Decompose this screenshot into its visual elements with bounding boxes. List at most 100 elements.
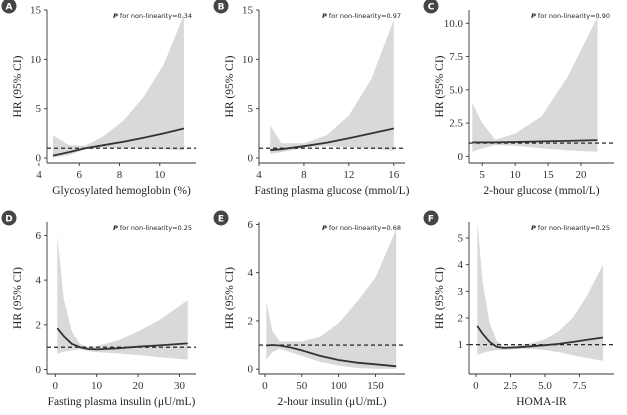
x-tick-label: 10 xyxy=(510,169,522,181)
p-value-text: for non-linearity=0.97 xyxy=(327,12,401,20)
y-tick-label: 6 xyxy=(248,219,254,231)
y-axis-label: HR (95% CI) xyxy=(12,55,24,117)
x-axis-label: Fasting plasma glucose (mmol/L) xyxy=(255,185,410,197)
y-tick-label: 5 xyxy=(36,103,42,115)
y-tick-label: 2 xyxy=(458,313,464,325)
y-tick-label: 5 xyxy=(458,233,464,245)
x-tick-label: 7.5 xyxy=(573,380,587,392)
p-symbol: P xyxy=(322,12,327,20)
hazard-ratio-curve xyxy=(52,127,185,157)
x-tick-label: 10 xyxy=(154,169,166,181)
y-tick-label: 2 xyxy=(248,315,254,327)
y-tick-label: 3 xyxy=(458,286,464,298)
panel-badge xyxy=(1,0,17,14)
y-tick-label: 4 xyxy=(458,259,464,271)
y-tick-label: 15 xyxy=(30,5,42,17)
x-axis-label: 2-hour glucose (mmol/L) xyxy=(483,185,599,197)
confidence-band xyxy=(57,235,188,360)
y-tick-label: 6 xyxy=(36,230,42,242)
y-tick-label: 2 xyxy=(36,319,42,331)
x-tick-label: 8 xyxy=(301,169,307,181)
panel-badge xyxy=(423,210,439,226)
p-symbol: P xyxy=(531,12,536,20)
y-tick-label: 7.5 xyxy=(449,51,463,63)
panel-f: 1 2 3 4 5 0 2.5 5.0 7.5 HOMA-IR HR (95% CI) P for n… xyxy=(423,210,614,408)
panel-letter: F xyxy=(428,214,434,224)
x-axis-label: Glycosylated hemoglobin (%) xyxy=(52,185,191,197)
panel-letter: A xyxy=(6,2,13,12)
x-axis-label: Fasting plasma insulin (μU/mL) xyxy=(48,396,196,408)
y-tick-label: 4 xyxy=(248,267,254,279)
p-symbol: P xyxy=(113,224,118,232)
y-tick-label: 10 xyxy=(30,54,42,66)
x-tick-label: 30 xyxy=(174,380,186,392)
panel-badge xyxy=(423,0,439,14)
y-axis-label: HR (95% CI) xyxy=(224,55,236,117)
x-tick-label: 20 xyxy=(576,169,588,181)
x-tick-label: 2.5 xyxy=(504,380,518,392)
nonlinearity-annotation: P for non-linearity=0.25 xyxy=(113,224,192,232)
y-tick-label: 0 xyxy=(248,364,254,376)
panel-badge xyxy=(213,210,229,226)
panel-e: 0 2 4 6 0 50 100 150 2-hour insulin (μU/mL) HR (9… xyxy=(213,210,405,408)
hazard-ratio-curve xyxy=(472,139,598,144)
y-axis-label: HR (95% CI) xyxy=(434,55,446,117)
x-tick-label: 100 xyxy=(330,380,347,392)
x-tick-label: 20 xyxy=(133,380,145,392)
panel-d: 0 2 4 6 0 10 20 30 Fasting plasma insulin (μU/mL… xyxy=(1,210,196,408)
x-tick-label: 0 xyxy=(473,380,479,392)
x-tick-label: 4 xyxy=(36,169,42,181)
confidence-band xyxy=(270,19,394,155)
nonlinearity-annotation: P for non-linearity=0.90 xyxy=(531,12,610,20)
x-tick-label: 0 xyxy=(262,380,268,392)
y-tick-label: 1 xyxy=(458,339,464,351)
x-tick-label: 5.0 xyxy=(538,380,552,392)
y-tick-label: 10 xyxy=(242,54,254,66)
nonlinearity-annotation: P for non-linearity=0.25 xyxy=(531,224,610,232)
nonlinearity-annotation: P for non-linearity=0.68 xyxy=(322,224,401,232)
x-tick-label: 4 xyxy=(256,169,262,181)
x-axis-label: 2-hour insulin (μU/mL) xyxy=(277,396,386,408)
p-value-text: for non-linearity=0.90 xyxy=(536,12,610,20)
y-axis-label: HR (95% CI) xyxy=(12,267,24,329)
y-tick-label: 5 xyxy=(248,103,254,115)
y-tick-label: 0 xyxy=(248,153,254,165)
hazard-ratio-curve xyxy=(270,127,394,152)
x-tick-label: 15 xyxy=(543,169,555,181)
y-tick-label: 0 xyxy=(36,153,42,165)
confidence-band xyxy=(472,16,598,152)
y-tick-label: 5.0 xyxy=(449,84,463,96)
hazard-ratio-curve xyxy=(266,344,397,368)
y-tick-label: 2.5 xyxy=(449,118,463,130)
p-value-text: for non-linearity=0.25 xyxy=(118,224,192,232)
y-tick-label: 15 xyxy=(242,5,254,17)
panel-letter: E xyxy=(218,214,224,224)
panel-badge xyxy=(1,210,17,226)
x-tick-label: 150 xyxy=(367,380,384,392)
y-tick-label: 0 xyxy=(36,364,42,376)
x-tick-label: 12 xyxy=(343,169,354,181)
panel-badge xyxy=(213,0,229,14)
p-symbol: P xyxy=(531,224,536,232)
p-symbol: P xyxy=(322,224,327,232)
hazard-ratio-curve xyxy=(476,325,604,349)
x-tick-label: 10 xyxy=(91,380,103,392)
x-tick-label: 8 xyxy=(117,169,123,181)
x-tick-label: 0 xyxy=(53,380,59,392)
y-axis-label: HR (95% CI) xyxy=(224,267,236,329)
p-value-text: for non-linearity=0.68 xyxy=(327,224,401,232)
nonlinearity-annotation: P for non-linearity=0.34 xyxy=(113,12,192,20)
panel-a: 0 5 10 15 4 6 8 10 Glycosylated hemoglobin (%) HR… xyxy=(1,0,196,197)
p-value-text: for non-linearity=0.34 xyxy=(118,12,192,20)
y-axis-label: HR (95% CI) xyxy=(434,267,446,329)
confidence-band xyxy=(53,14,184,158)
panel-letter: C xyxy=(428,2,435,12)
p-symbol: P xyxy=(113,12,118,20)
y-tick-label: 10.0 xyxy=(444,18,464,30)
panel-letter: B xyxy=(218,2,225,12)
x-axis-label: HOMA-IR xyxy=(516,396,567,408)
p-value-text: for non-linearity=0.25 xyxy=(536,224,610,232)
x-tick-label: 16 xyxy=(388,169,400,181)
confidence-band xyxy=(477,222,603,361)
x-tick-label: 5 xyxy=(479,169,485,181)
